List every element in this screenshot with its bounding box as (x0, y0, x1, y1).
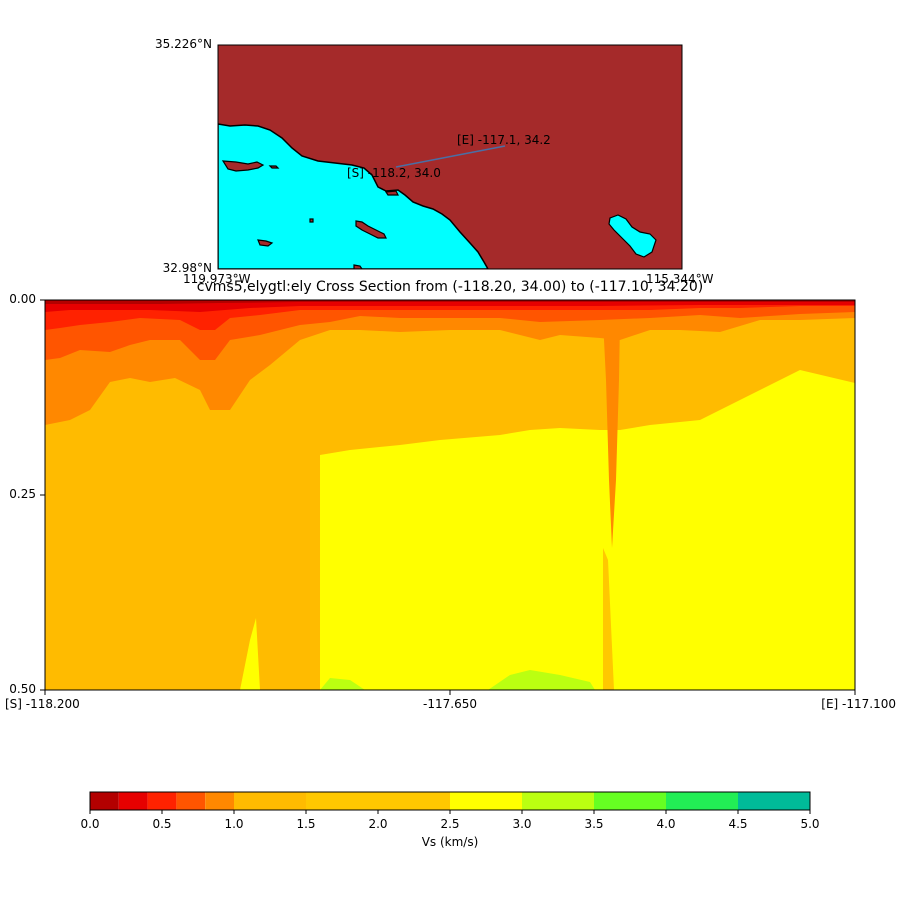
x-tick-label: [E] -117.100 (821, 697, 896, 711)
colorbar-tick-label: 0.5 (152, 817, 172, 831)
colorbar-segment (666, 792, 738, 810)
x-tick-label: -117.650 (423, 697, 477, 711)
y-tick-label: 0.25 (9, 487, 36, 501)
chart-title: cvms5,elygtl:ely Cross Section from (-11… (196, 279, 704, 295)
map-lon-right-label: 115.344°W (646, 272, 714, 286)
vs-layer-7-sliver (240, 618, 260, 690)
colorbar-segment (90, 792, 119, 810)
colorbar-tick-label: 1.0 (224, 817, 244, 831)
map-lat-bottom-label: 32.98°N (162, 261, 212, 275)
colorbar-segment (738, 792, 810, 810)
island-small-4 (353, 264, 363, 269)
island-santa-catalina (221, 160, 265, 172)
colorbar-segment (450, 792, 522, 810)
colorbar-tick-label: 4.5 (728, 817, 748, 831)
cross-section-heatmap (45, 300, 855, 690)
colorbar-tick-label: 4.0 (656, 817, 676, 831)
y-tick-label: 0.50 (9, 682, 36, 696)
map-lon-left-label: 119.973°W (183, 272, 251, 286)
colorbar-segment (118, 792, 148, 810)
colorbar-label: Vs (km/s) (421, 835, 479, 849)
map-end-label: [E] -117.1, 34.2 (457, 133, 551, 147)
map-start-label: [S] -118.2, 34.0 (347, 166, 441, 180)
map-lat-top-label: 35.226°N (155, 37, 212, 51)
colorbar-tick-label: 5.0 (800, 817, 820, 831)
island-small-5 (384, 190, 399, 196)
colorbar-tick-label: 3.0 (512, 817, 532, 831)
colorbar-segment (306, 792, 450, 810)
vs-layer-8-b (488, 670, 595, 690)
inland-lake (608, 214, 657, 258)
map-ocean (218, 123, 489, 269)
colorbar-segment (147, 792, 177, 810)
colorbar-tick-label: 3.5 (584, 817, 604, 831)
y-tick-label: 0.00 (9, 292, 36, 306)
colorbar (89, 791, 811, 814)
island-small-1 (268, 165, 280, 169)
x-tick-label: [S] -118.200 (5, 697, 80, 711)
vs-trough (603, 320, 620, 548)
island-small-3 (309, 218, 314, 223)
colorbar-tick-label: 0.0 (80, 817, 100, 831)
colorbar-segment (176, 792, 206, 810)
colorbar-segment (234, 792, 306, 810)
island-small-2 (257, 239, 274, 247)
vs-trough-lower (603, 548, 614, 690)
colorbar-tick-label: 2.5 (440, 817, 460, 831)
colorbar-tick-label: 2.0 (368, 817, 388, 831)
cross-section-path (395, 145, 506, 168)
vs-layer-7 (320, 370, 855, 690)
map-frame (217, 44, 683, 270)
vs-layer-8-a (320, 678, 365, 690)
colorbar-segment (522, 792, 594, 810)
island-san-clemente (355, 220, 387, 239)
colorbar-tick-label: 1.5 (296, 817, 316, 831)
colorbar-segment (205, 792, 234, 810)
colorbar-segment (594, 792, 666, 810)
map-panel (218, 45, 682, 269)
cross-section-ticks (40, 299, 856, 695)
